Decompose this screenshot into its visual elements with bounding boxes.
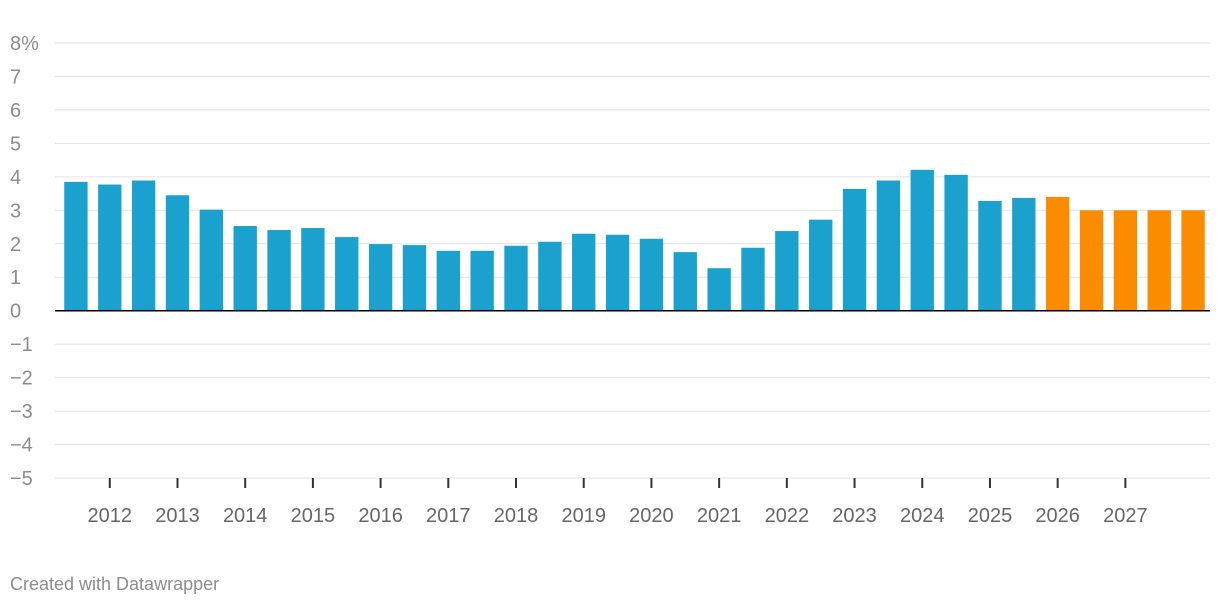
x-tick-label: 2014 bbox=[223, 505, 268, 527]
x-tick-label: 2025 bbox=[968, 505, 1013, 527]
y-tick-label: 8% bbox=[10, 33, 39, 55]
x-tick-label: 2023 bbox=[832, 505, 877, 527]
x-axis: 2012 2013 2014 2015 2016 2017 2018 2019 2020 2021… bbox=[88, 478, 1148, 527]
x-tick-label: 2017 bbox=[426, 505, 471, 527]
y-tick-label: −4 bbox=[10, 435, 33, 457]
actual-bar bbox=[605, 234, 630, 311]
x-tick-label: 2027 bbox=[1103, 505, 1148, 527]
y-tick-label: 1 bbox=[10, 267, 21, 289]
actual-bar bbox=[470, 250, 494, 311]
actual-bar bbox=[64, 181, 88, 311]
forecast-bar bbox=[1181, 210, 1205, 311]
datawrapper-credit: Created with Datawrapper bbox=[10, 574, 220, 594]
forecast-bar bbox=[1113, 210, 1138, 311]
gridlines bbox=[55, 42, 1210, 479]
actual-bar bbox=[436, 250, 460, 311]
actual-bar bbox=[741, 247, 765, 311]
actual-bar bbox=[335, 237, 359, 311]
x-tick-label: 2012 bbox=[88, 505, 133, 527]
actual-bar bbox=[673, 252, 697, 311]
y-tick-label: 6 bbox=[10, 100, 21, 122]
x-tick-label: 2026 bbox=[1035, 505, 1080, 527]
actual-bar bbox=[233, 226, 257, 311]
y-axis: 8% 7 6 5 4 3 2 1 0 −1 −2 −3 −4 −5 bbox=[10, 33, 39, 490]
actual-bar bbox=[199, 209, 224, 311]
x-tick-label: 2019 bbox=[561, 505, 606, 527]
y-tick-label: 4 bbox=[10, 167, 21, 189]
actual-bar bbox=[402, 245, 427, 311]
y-tick-label: 3 bbox=[10, 200, 21, 222]
actual-bar bbox=[267, 230, 291, 311]
actual-bar bbox=[876, 180, 901, 311]
x-tick-label: 2022 bbox=[765, 505, 810, 527]
forecast-bar bbox=[1045, 196, 1070, 311]
actual-bar bbox=[775, 231, 799, 311]
x-tick-label: 2016 bbox=[358, 505, 403, 527]
y-tick-label: 0 bbox=[10, 301, 21, 323]
actual-bar bbox=[707, 268, 731, 311]
actual-bar bbox=[301, 228, 325, 311]
x-tick-label: 2018 bbox=[494, 505, 539, 527]
y-tick-label: 5 bbox=[10, 133, 21, 155]
actual-bar bbox=[165, 195, 190, 311]
y-tick-label: 7 bbox=[10, 66, 21, 88]
forecast-bar bbox=[1147, 210, 1171, 311]
y-tick-label: −5 bbox=[10, 468, 33, 490]
actual-bar bbox=[538, 241, 562, 311]
actual-bar bbox=[639, 238, 664, 311]
actual-bar bbox=[504, 245, 528, 311]
actual-bar bbox=[944, 174, 968, 311]
actual-bar bbox=[368, 244, 393, 311]
actual-bar bbox=[572, 233, 596, 311]
actual-bar bbox=[131, 180, 156, 311]
actual-bar bbox=[978, 200, 1002, 311]
bars bbox=[64, 169, 1205, 311]
x-tick-label: 2013 bbox=[155, 505, 200, 527]
actual-bar bbox=[1012, 197, 1036, 311]
y-tick-label: 2 bbox=[10, 234, 21, 256]
x-tick-label: 2020 bbox=[629, 505, 674, 527]
x-tick-label: 2024 bbox=[900, 505, 945, 527]
y-tick-label: −3 bbox=[10, 401, 33, 423]
actual-bar bbox=[98, 184, 122, 311]
actual-bar bbox=[910, 169, 934, 311]
x-tick-label: 2015 bbox=[291, 505, 336, 527]
actual-bar bbox=[809, 219, 833, 311]
actual-bar bbox=[842, 188, 867, 311]
x-tick-label: 2021 bbox=[697, 505, 742, 527]
y-tick-label: −2 bbox=[10, 368, 33, 390]
y-tick-label: −1 bbox=[10, 334, 33, 356]
forecast-bar bbox=[1079, 210, 1104, 311]
